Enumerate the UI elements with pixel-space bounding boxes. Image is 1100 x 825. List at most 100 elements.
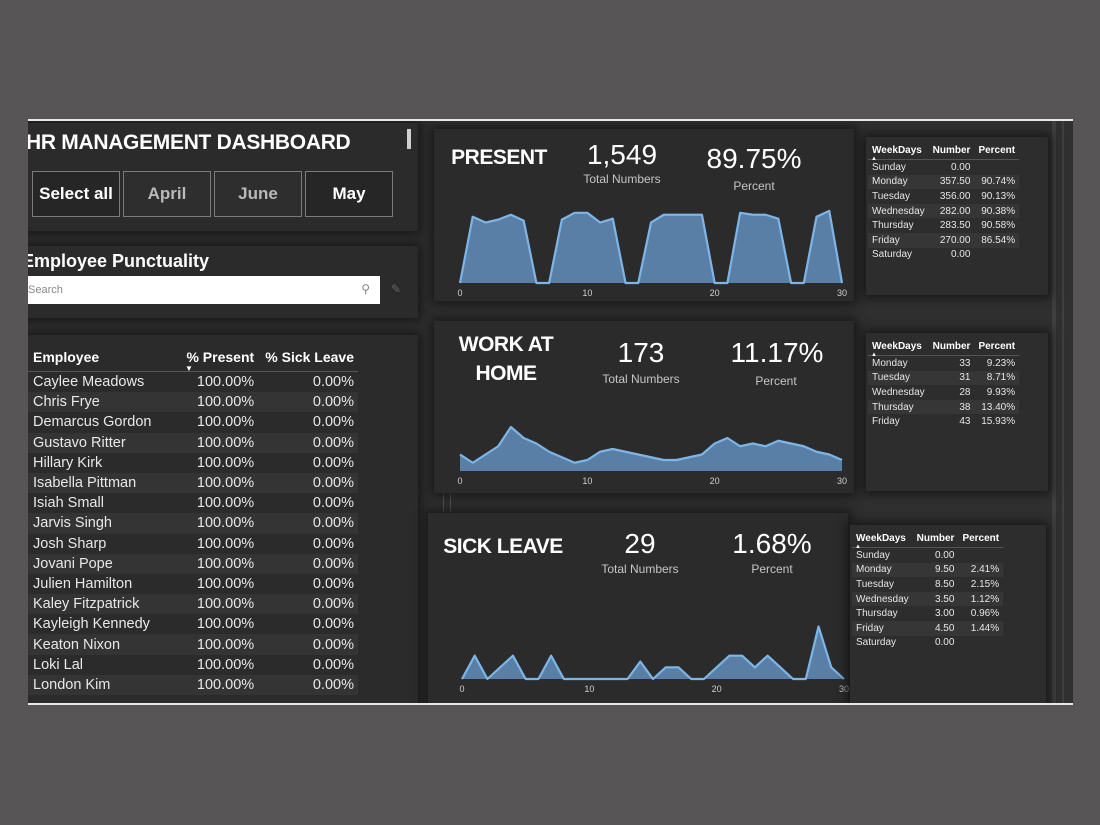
scrollbar[interactable] [407, 129, 411, 149]
sick-leave-cell: 0.00% [312, 535, 354, 552]
weekday-cell: Wednesday [868, 203, 929, 219]
column-header-number[interactable]: Number [928, 337, 975, 356]
present-cell: 100.00% [181, 513, 259, 534]
table-row: Wednesday 3.50 1.12% [852, 591, 1004, 607]
weekday-cell: Thursday [868, 399, 929, 415]
wfh-label-line1: WORK AT [458, 333, 554, 356]
column-header-percent[interactable]: Percent [974, 141, 1020, 160]
number-cell: 0.00 [934, 637, 955, 649]
sick-area [462, 626, 844, 679]
eraser-icon[interactable]: ✎ [391, 282, 402, 296]
table-row[interactable]: Hillary Kirk 100.00% 0.00% [28, 453, 358, 473]
weekday-cell: Monday [868, 174, 929, 190]
column-header-weekdays[interactable]: WeekDays ▲ [868, 337, 929, 358]
table-row[interactable]: Demarcus Gordon 100.00% 0.00% [28, 412, 358, 432]
table-row[interactable]: Loki Lal 100.00% 0.00% [28, 655, 358, 675]
table-row[interactable]: Gustavo Ritter 100.00% 0.00% [28, 432, 358, 453]
sick-leave-cell: 0.00% [312, 616, 354, 633]
month-select-all-button[interactable]: Select all [32, 171, 120, 217]
weekday-cell: Thursday [856, 608, 898, 620]
x-tick-label: 20 [712, 684, 722, 694]
table-row[interactable]: Kayleigh Kennedy 100.00% 0.00% [28, 614, 358, 634]
number-cell: 0.00 [950, 161, 971, 173]
x-tick-label: 0 [457, 476, 462, 486]
column-header-percent[interactable]: Percent [974, 337, 1020, 356]
column-header-number[interactable]: Number [912, 529, 959, 548]
employee-table-panel: Employee % Present ▼ % Sick Leave Caylee… [28, 335, 418, 703]
percent-cell: 8.71% [974, 370, 1020, 386]
weekday-cell: Sunday [872, 161, 906, 173]
employee-name-cell: Jovani Pope [28, 553, 181, 574]
table-row[interactable]: Isabella Pittman 100.00% 0.00% [28, 472, 358, 494]
table-row: Wednesday 28 9.93% [868, 385, 1019, 400]
present-cell: 100.00% [181, 432, 259, 453]
sort-up-icon: ▲ [871, 352, 877, 358]
table-row[interactable]: Keaton Nixon 100.00% 0.00% [28, 634, 358, 655]
table-row: Friday 4.50 1.44% [852, 620, 1004, 636]
table-row[interactable]: Caylee Meadows 100.00% 0.00% [28, 372, 358, 393]
column-header-weekdays[interactable]: WeekDays ▲ [852, 529, 913, 550]
table-row[interactable]: Isiah Small 100.00% 0.00% [28, 493, 358, 513]
percent-cell: 90.58% [981, 220, 1016, 232]
sick-total: 29 [624, 528, 656, 559]
present-cell: 100.00% [181, 674, 259, 695]
x-tick-label: 30 [837, 288, 847, 298]
table-row: Monday 357.50 90.74% [868, 174, 1020, 190]
employee-name-cell: Isiah Small [33, 495, 104, 512]
column-header-label: Percent [978, 144, 1016, 156]
employee-name-cell: Keaton Nixon [28, 634, 181, 655]
table-row[interactable]: Chris Frye 100.00% 0.00% [28, 392, 358, 413]
table-header-row: WeekDays ▲ Number Percent [852, 529, 1004, 550]
column-header-number[interactable]: Number [928, 141, 975, 160]
column-header-percent[interactable]: Percent [958, 529, 1004, 548]
table-row: Thursday 3.00 0.96% [852, 606, 1003, 621]
table-row: Thursday 283.50 90.58% [868, 218, 1019, 233]
table-row[interactable]: Kaley Fitzpatrick 100.00% 0.00% [28, 594, 358, 615]
sick-total-label: Total Numbers [601, 562, 679, 576]
column-header-employee[interactable]: Employee [28, 343, 181, 372]
divider [1052, 121, 1056, 703]
table-row: Tuesday 356.00 90.13% [868, 189, 1019, 204]
sick-percent-label: Percent [751, 562, 793, 576]
weekday-cell: Monday [852, 562, 913, 578]
x-tick-label: 10 [582, 288, 592, 298]
weekday-cell: Thursday [872, 220, 914, 232]
search-icon[interactable]: ⚲ [361, 282, 370, 296]
number-cell: 3.00 [934, 608, 955, 620]
sick-leave-cell: 0.00% [312, 414, 354, 431]
table-row[interactable]: Julien Hamilton 100.00% 0.00% [28, 574, 358, 594]
column-header-weekdays[interactable]: WeekDays ▲ [868, 141, 929, 162]
column-header-present[interactable]: % Present ▼ [181, 343, 259, 373]
dashboard-canvas: HR MANAGEMENT DASHBOARD Select all April… [28, 119, 1073, 705]
column-header-sick-leave[interactable]: % Sick Leave [258, 343, 358, 372]
punctuality-panel: Employee Punctuality ⚲ ✎ [28, 246, 418, 318]
month-june-button[interactable]: June [214, 171, 302, 217]
column-header-label: Percent [962, 532, 1000, 544]
table-row[interactable]: Jovani Pope 100.00% 0.00% [28, 553, 358, 574]
sick-leave-cell: 0.00% [258, 432, 358, 453]
present-total-label: Total Numbers [583, 172, 661, 186]
month-april-button[interactable]: April [123, 171, 211, 217]
table-row[interactable]: Josh Sharp 100.00% 0.00% [28, 534, 358, 554]
employee-name-cell: Caylee Meadows [33, 374, 145, 391]
sick-leave-cell: 0.00% [312, 374, 354, 391]
column-header-label: Number [916, 532, 955, 544]
present-weekday-table: WeekDays ▲ Number Percent Sunday 0.00 Monday 35… [868, 141, 1020, 263]
month-may-button[interactable]: May [305, 171, 393, 217]
x-tick-label: 20 [710, 288, 720, 298]
table-row[interactable]: Jarvis Singh 100.00% 0.00% [28, 513, 358, 534]
present-cell: 100.00% [181, 634, 259, 655]
number-cell: 356.00 [939, 190, 971, 202]
wfh-panel: WORK AT HOME 173 Total Numbers 11.17% Pe… [434, 321, 854, 493]
weekday-cell: Tuesday [868, 370, 929, 386]
number-cell: 9.50 [912, 562, 959, 578]
table-row[interactable]: London Kim 100.00% 0.00% [28, 674, 358, 695]
present-cell: 100.00% [181, 553, 259, 574]
sick-leave-cell: 0.00% [312, 495, 354, 512]
percent-cell: 1.12% [958, 591, 1004, 607]
table-row: Saturday 0.00 [852, 636, 1003, 651]
search-input[interactable] [28, 276, 348, 304]
percent-cell [974, 248, 1019, 263]
x-tick-label: 30 [839, 684, 849, 694]
wfh-area [460, 427, 842, 471]
